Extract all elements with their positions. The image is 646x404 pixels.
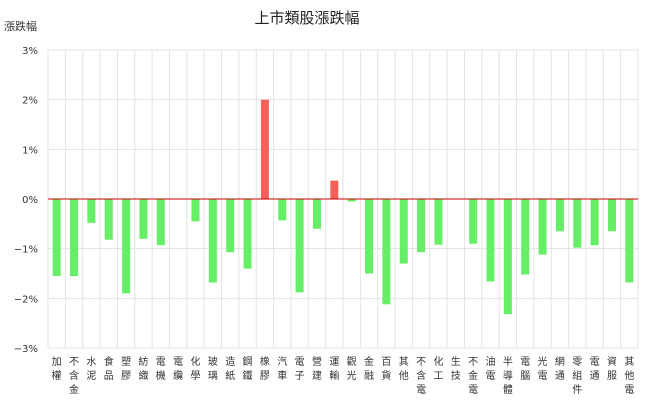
bar xyxy=(70,199,79,276)
y-tick-label: −3% xyxy=(14,344,38,355)
bar xyxy=(330,180,339,199)
bar xyxy=(191,199,200,222)
category-label: 電通 xyxy=(590,356,600,382)
category-label: 油電 xyxy=(486,355,496,382)
bar xyxy=(122,199,131,294)
category-label: 其他電 xyxy=(624,356,634,396)
category-label: 塑膠 xyxy=(121,356,131,382)
category-label: 網通 xyxy=(555,355,565,382)
y-axis-label: 漲跌幅 xyxy=(4,19,37,33)
bar xyxy=(295,199,304,293)
bar xyxy=(156,199,165,246)
y-tick-label: −1% xyxy=(14,245,38,256)
category-label: 食品 xyxy=(104,355,114,382)
category-label: 電纜 xyxy=(173,356,183,382)
bar xyxy=(382,199,391,305)
category-label: 營建 xyxy=(312,355,322,382)
bar xyxy=(226,199,235,253)
category-label: 電機 xyxy=(156,356,166,382)
y-tick-label: −2% xyxy=(14,294,38,305)
category-label: 化工 xyxy=(433,355,443,382)
bar xyxy=(625,199,634,283)
category-label: 百貨 xyxy=(381,356,391,382)
category-label: 紡織 xyxy=(138,355,148,382)
category-label: 資服 xyxy=(607,356,617,382)
bar xyxy=(590,199,599,246)
bar xyxy=(365,199,374,274)
bar xyxy=(503,199,512,315)
bar xyxy=(104,199,113,240)
bar xyxy=(521,199,530,275)
bar xyxy=(139,199,148,239)
bar xyxy=(52,199,61,276)
bar xyxy=(399,199,408,264)
bar xyxy=(486,199,495,282)
y-tick-labels: 3% 2% 1% 0% −1% −2% −3% xyxy=(14,46,38,355)
category-label: 化學 xyxy=(191,355,201,382)
y-tick-label: 0% xyxy=(22,195,38,206)
y-tick-label: 2% xyxy=(22,96,38,107)
category-label: 不含電 xyxy=(416,357,426,396)
bar xyxy=(538,199,547,255)
category-label: 不含金 xyxy=(69,357,79,396)
category-label: 半導體 xyxy=(503,355,513,396)
bar xyxy=(555,199,564,232)
category-label: 鋼鐵 xyxy=(243,355,253,382)
category-label: 電腦 xyxy=(520,356,530,382)
category-label: 加權 xyxy=(52,356,62,382)
bar xyxy=(607,199,616,232)
bar xyxy=(347,199,356,202)
bars xyxy=(52,99,634,315)
category-label: 金融 xyxy=(364,355,374,382)
bar xyxy=(573,199,582,248)
bar xyxy=(243,199,252,269)
chart-title: 上市類股漲跌幅 xyxy=(254,9,359,27)
category-label: 汽車 xyxy=(277,355,287,382)
bar xyxy=(278,199,287,221)
bar xyxy=(469,199,478,244)
bar xyxy=(87,199,96,223)
category-label: 玻璃 xyxy=(208,355,218,382)
bar xyxy=(434,199,443,245)
category-label: 光電 xyxy=(538,355,548,382)
category-label: 生技 xyxy=(451,355,461,382)
category-labels: 加權不含金水泥食品塑膠紡織電機電纜化學玻璃造紙鋼鐵橡膠汽車電子營建運輸觀光金融百… xyxy=(52,355,635,396)
category-label: 零組件 xyxy=(572,356,582,396)
category-label: 其他 xyxy=(399,356,409,382)
bar xyxy=(417,199,426,253)
bar xyxy=(312,199,321,229)
category-label: 橡膠 xyxy=(260,355,270,382)
category-label: 運輸 xyxy=(329,356,339,382)
category-label: 造紙 xyxy=(225,355,235,382)
category-label: 觀光 xyxy=(347,356,357,382)
category-label: 不金電 xyxy=(468,357,478,396)
y-tick-label: 3% xyxy=(22,46,38,57)
bar xyxy=(208,199,217,283)
category-label: 水泥 xyxy=(86,356,96,382)
category-label: 電子 xyxy=(295,356,305,382)
y-tick-label: 1% xyxy=(22,145,38,156)
bar xyxy=(260,99,269,199)
